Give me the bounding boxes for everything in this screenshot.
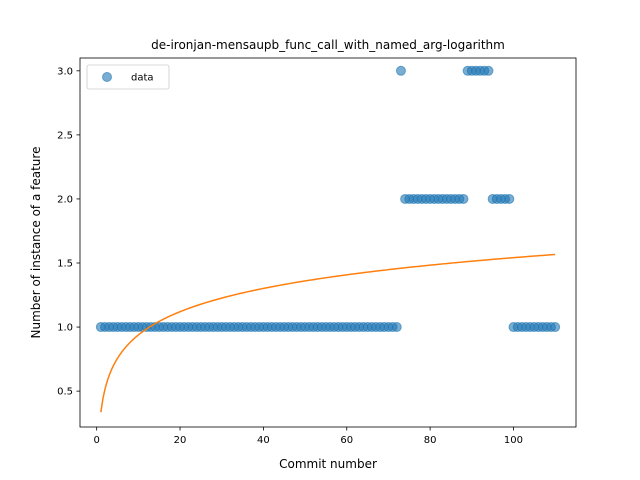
legend-marker — [102, 72, 112, 82]
legend: data — [86, 64, 170, 90]
plot-frame — [79, 57, 577, 428]
legend-box — [86, 64, 170, 90]
data-point — [395, 65, 406, 76]
y-tick-label: 2.5 — [57, 130, 73, 141]
y-tick-label: 1.0 — [57, 323, 73, 334]
y-tick-label: 1.5 — [57, 259, 73, 270]
x-tick-label: 100 — [504, 435, 523, 446]
y-tick-label: 2.0 — [57, 194, 73, 205]
scatter-points — [95, 65, 561, 333]
x-tick-label: 20 — [174, 435, 187, 446]
y-tick-label: 0.5 — [57, 387, 73, 398]
legend-label: data — [131, 73, 154, 84]
x-tick-label: 60 — [340, 435, 353, 446]
data-point — [458, 193, 469, 204]
x-axis-ticks: 0 20 40 60 80 100 — [93, 427, 523, 446]
y-tick-label: 3.0 — [57, 66, 73, 77]
data-point — [504, 193, 515, 204]
x-tick-label: 80 — [424, 435, 437, 446]
x-axis-label: Commit number — [279, 457, 377, 471]
data-point — [550, 322, 561, 333]
y-axis-ticks: 0.5 1.0 1.5 2.0 2.5 3.0 — [57, 66, 80, 398]
data-point — [391, 322, 402, 333]
x-tick-label: 0 — [93, 435, 99, 446]
x-tick-label: 40 — [257, 435, 270, 446]
fit-line — [100, 253, 556, 413]
y-axis-label: Number of instance of a feature — [29, 147, 43, 339]
chart-title: de-ironjan-mensaupb_func_call_with_named… — [151, 38, 505, 52]
data-point — [483, 65, 494, 76]
fit-line-layer — [100, 253, 556, 413]
